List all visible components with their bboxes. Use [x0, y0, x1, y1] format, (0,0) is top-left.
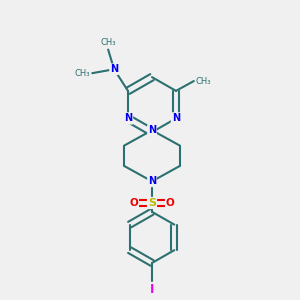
Text: N: N	[124, 113, 132, 123]
Text: N: N	[148, 125, 156, 135]
Text: CH₃: CH₃	[75, 69, 90, 78]
Text: I: I	[150, 283, 154, 296]
Text: CH₃: CH₃	[196, 76, 211, 85]
Text: N: N	[110, 64, 118, 74]
Text: N: N	[172, 113, 180, 123]
Text: CH₃: CH₃	[100, 38, 116, 46]
Text: O: O	[130, 198, 139, 208]
Text: S: S	[148, 198, 156, 208]
Text: N: N	[148, 176, 156, 186]
Text: O: O	[165, 198, 174, 208]
